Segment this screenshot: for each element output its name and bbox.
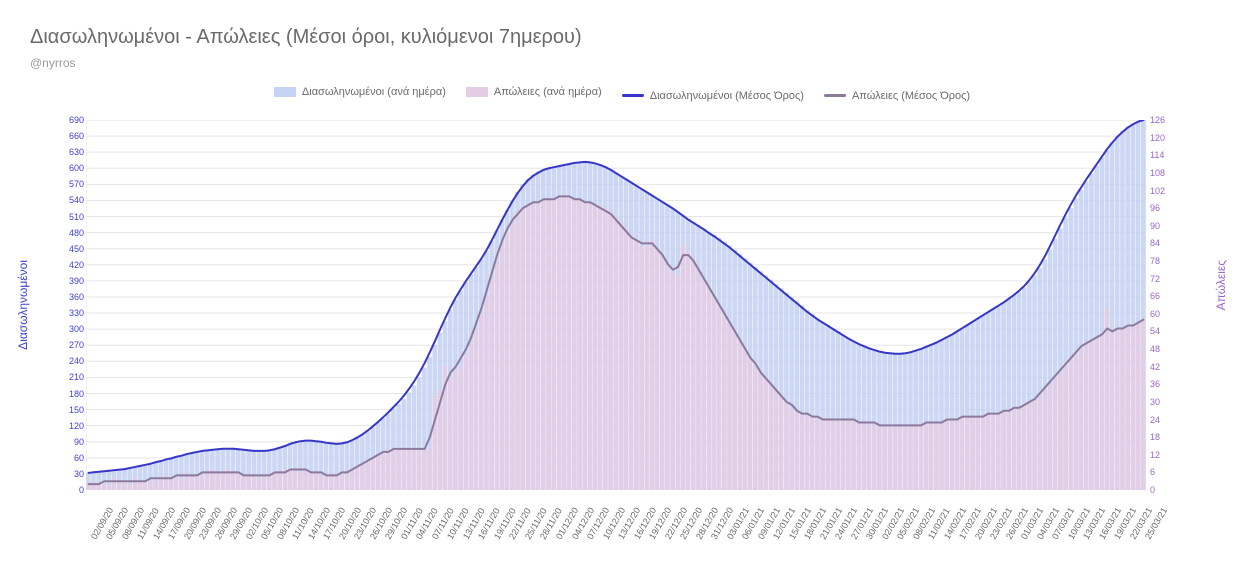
legend-swatch (466, 87, 488, 97)
chart-legend: Διασωληνωμένοι (ανά ημέρα) Απώλειες (ανά … (0, 86, 1244, 102)
legend-label: Απώλειες (ανά ημέρα) (494, 86, 602, 98)
chart-title: Διασωληνωμένοι - Απώλειες (Μέσοι όροι, κ… (30, 26, 582, 49)
legend-item[interactable]: Απώλειες (Μέσος Όρος) (824, 90, 970, 102)
legend-item[interactable]: Διασωληνωμένοι (ανά ημέρα) (274, 86, 446, 98)
y-right-axis-label: Απώλειες (1214, 260, 1228, 310)
y-left-axis-label: Διασωληνωμένοι (16, 260, 30, 350)
y-right-ticks: 0612182430364248546066727884909610210811… (1150, 120, 1180, 490)
legend-swatch (824, 94, 846, 97)
legend-label: Διασωληνωμένοι (Μέσος Όρος) (650, 90, 804, 102)
chart-subtitle: @nyrros (30, 56, 76, 70)
legend-swatch (622, 94, 644, 97)
legend-label: Διασωληνωμένοι (ανά ημέρα) (302, 86, 446, 98)
plot-svg (86, 120, 1146, 490)
legend-swatch (274, 87, 296, 97)
legend-item[interactable]: Απώλειες (ανά ημέρα) (466, 86, 602, 98)
plot-area (86, 120, 1146, 490)
y-left-ticks: 0306090120150180210240270300330360390420… (54, 120, 84, 490)
legend-item[interactable]: Διασωληνωμένοι (Μέσος Όρος) (622, 90, 804, 102)
x-axis-labels: 02/09/2005/09/2008/09/2011/09/2014/09/20… (86, 492, 1146, 562)
chart-container: Διασωληνωμένοι - Απώλειες (Μέσοι όροι, κ… (0, 0, 1244, 573)
legend-label: Απώλειες (Μέσος Όρος) (852, 90, 970, 102)
